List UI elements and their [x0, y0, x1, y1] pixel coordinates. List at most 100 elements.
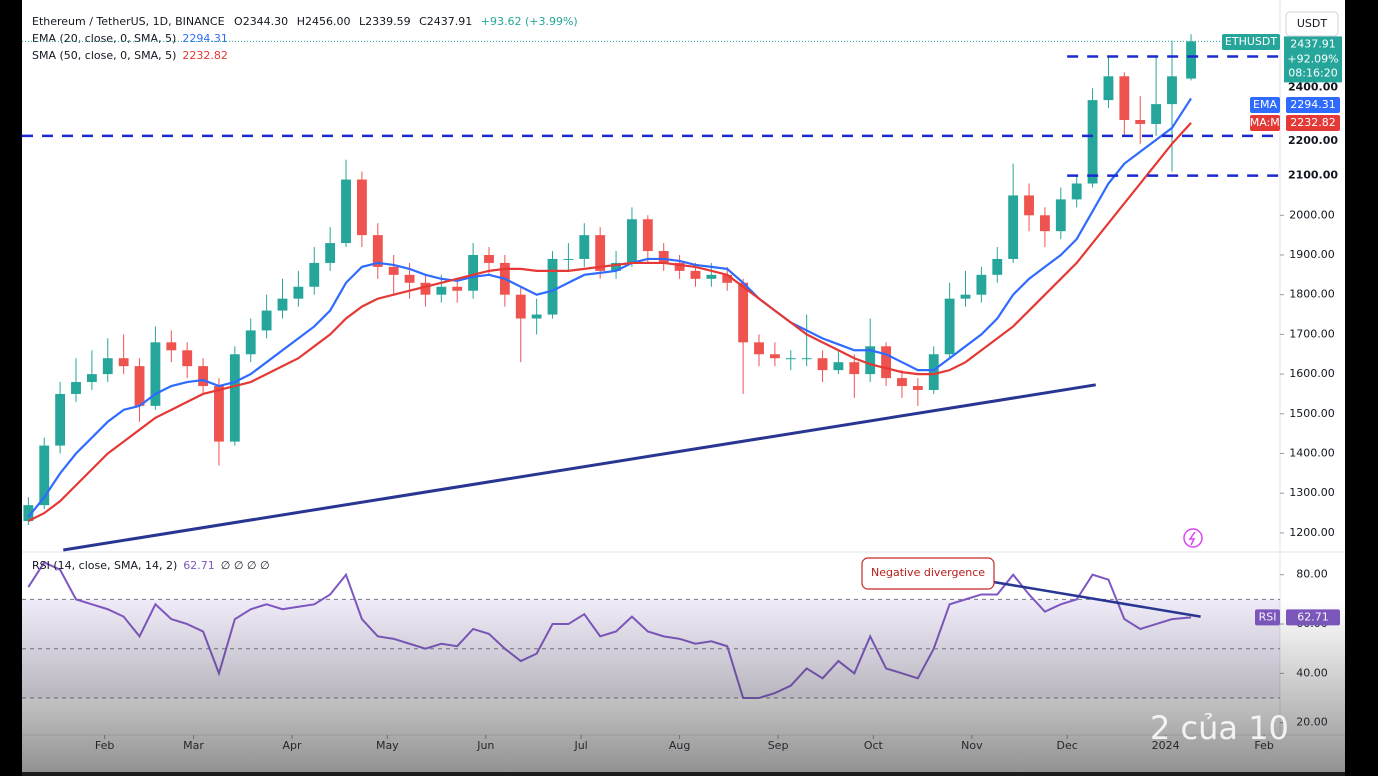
candle-body	[611, 262, 621, 271]
annotation: Negative divergence	[871, 566, 985, 579]
indicator-name: EMA (20, close, 0, SMA, 5)	[32, 32, 176, 45]
candle-body	[531, 314, 542, 319]
trendline	[63, 383, 1096, 552]
indicator-axis-value-box	[1286, 97, 1340, 113]
candle-body	[1024, 195, 1034, 216]
indicator-name: SMA (50, close, 0, SMA, 5)	[32, 49, 176, 62]
candle-body	[261, 310, 272, 331]
candle-body	[229, 354, 240, 442]
candle-body	[706, 274, 717, 279]
candle-body	[1087, 100, 1098, 184]
currency[interactable]: USDT	[1297, 17, 1328, 30]
page-counter: 2 của 10	[1150, 709, 1289, 747]
candle-body	[976, 274, 987, 295]
candle-body	[277, 298, 288, 311]
high-label: H2456.00	[297, 15, 351, 28]
candle-body	[39, 445, 50, 506]
indicator-axis-value-box	[1286, 115, 1340, 131]
candle-body	[293, 286, 304, 299]
candle-body	[769, 354, 780, 359]
candle-body	[865, 346, 876, 375]
candle-body	[214, 386, 224, 442]
rsi-name: RSI (14, close, SMA, 14, 2)	[32, 559, 177, 572]
candle-body	[1135, 119, 1146, 124]
symbol: Ethereum / TetherUS, 1D, BINANCE	[32, 15, 225, 28]
candle-body	[388, 266, 399, 275]
candle-body	[1167, 76, 1177, 105]
candle-body	[801, 358, 812, 360]
level-label-box	[1286, 79, 1340, 96]
candle-body	[341, 179, 351, 244]
alert-icon[interactable]	[1183, 528, 1203, 548]
candle-body	[198, 366, 208, 387]
level-label: 2100.00	[1288, 169, 1338, 182]
candle-body	[754, 342, 764, 355]
y-tick-label: 1600.00	[1289, 367, 1335, 380]
change-label: +93.62 (+3.99%)	[481, 15, 578, 28]
indicator-axis-name-box	[1250, 115, 1280, 131]
countdown: 08:16:20	[1288, 66, 1337, 79]
candle-body	[484, 254, 494, 263]
low-label: L2339.59	[359, 15, 411, 28]
candle-body	[563, 258, 574, 260]
alert-icon-bolt	[1188, 531, 1196, 546]
indicator-axis-name-box	[1250, 97, 1280, 113]
y-tick-label: 1500.00	[1289, 407, 1335, 420]
candle-body	[245, 330, 256, 355]
candle-body	[1103, 76, 1114, 101]
candle-body	[1071, 183, 1082, 200]
candle-body	[118, 358, 129, 367]
rsi-extra: ∅ ∅ ∅ ∅	[221, 559, 270, 572]
candle-body	[23, 505, 34, 522]
indicator-line	[27, 97, 1192, 518]
currency-button[interactable]	[1285, 11, 1339, 37]
candle-body	[166, 342, 177, 351]
symbol-tag-box	[1222, 34, 1280, 50]
level-label-box	[1286, 167, 1340, 184]
indicator-value: 2294.31	[182, 32, 228, 45]
price-change: +92.09%	[1287, 52, 1338, 65]
candle-body	[468, 254, 479, 291]
candle-body	[1008, 195, 1019, 259]
level-label-box	[1286, 132, 1340, 149]
candle-body	[849, 362, 860, 375]
last-price: 2437.91	[1290, 37, 1336, 50]
indicator-line	[27, 122, 1192, 522]
candle-body	[785, 358, 796, 360]
candle-body	[182, 350, 193, 367]
candle-body	[1186, 41, 1196, 79]
candle-body	[325, 243, 336, 263]
y-tick-label: 2000.00	[1289, 208, 1335, 221]
y-tick-label: 80.00	[1296, 568, 1328, 581]
candle-body	[102, 358, 113, 375]
indicator-axis-value: 2232.82	[1290, 116, 1336, 129]
candle-body	[1055, 199, 1066, 232]
candle-body	[420, 282, 431, 295]
annotation-box	[861, 557, 995, 590]
level-label: 2400.00	[1288, 80, 1338, 93]
symbol-tag: ETHUSDT	[1225, 35, 1277, 48]
candle-body	[722, 274, 733, 283]
price-box	[1284, 36, 1342, 83]
candle-body	[150, 342, 161, 406]
indicator-value: 2232.82	[182, 49, 228, 62]
candle-body	[817, 358, 828, 371]
candle-body	[71, 382, 81, 394]
indicator-legend: EMA (20, close, 0, SMA, 5) 2294.31	[32, 32, 228, 45]
candle-body	[1119, 76, 1130, 120]
screen-vignette	[22, 600, 1345, 776]
y-tick-label: 1300.00	[1289, 486, 1335, 499]
candle-body	[579, 235, 590, 259]
candle-body	[658, 251, 669, 263]
candle-body	[992, 258, 1003, 275]
indicator-axis-value: 2294.31	[1290, 98, 1336, 111]
indicator-legend: SMA (50, close, 0, SMA, 5) 2232.82	[32, 49, 228, 62]
candle-body	[356, 179, 367, 236]
candle-body	[944, 298, 955, 355]
candle-body	[436, 286, 447, 295]
header: Ethereum / TetherUS, 1D, BINANCE O2344.3…	[32, 15, 578, 28]
rsi-value: 62.71	[183, 559, 215, 572]
y-tick-label: 1400.00	[1289, 447, 1335, 460]
